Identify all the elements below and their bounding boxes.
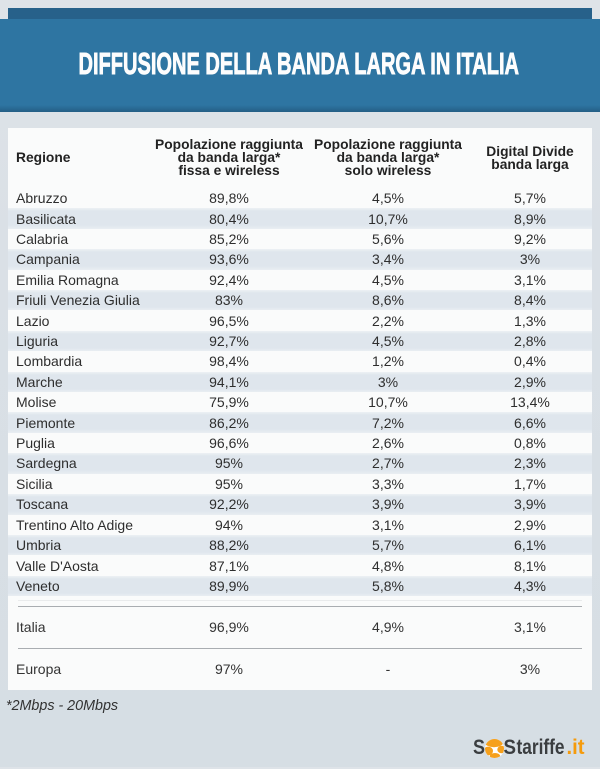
svg-text:DIFFUSIONE DELLA BANDA LARGA I: DIFFUSIONE DELLA BANDA LARGA IN ITALIA [79, 46, 520, 80]
svg-text:S: S [473, 736, 485, 759]
svg-text:tariffe: tariffe [517, 736, 565, 759]
svg-text:S: S [504, 736, 517, 759]
svg-text:.it: .it [567, 736, 585, 759]
